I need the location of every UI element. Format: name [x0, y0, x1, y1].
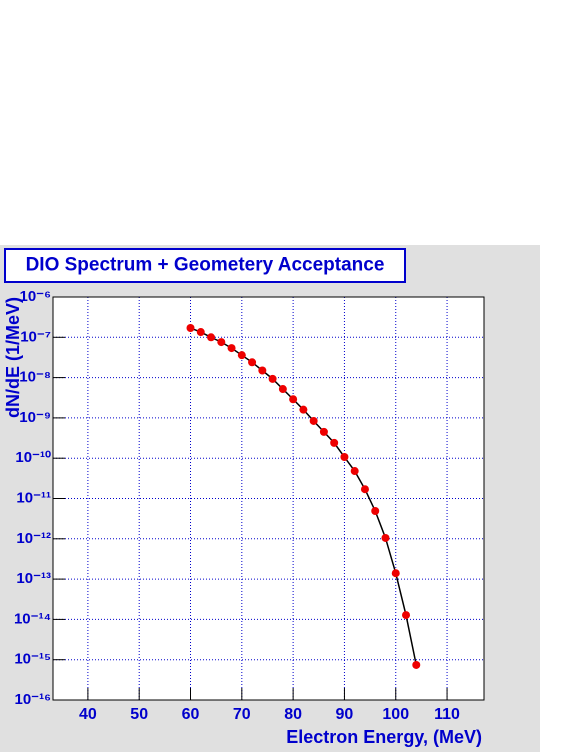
data-point	[289, 395, 298, 404]
data-point	[186, 324, 195, 333]
data-point	[268, 374, 277, 383]
title-box	[4, 248, 406, 283]
data-point	[237, 351, 246, 360]
plot-frame	[52, 296, 485, 701]
x-tick-label: 60	[182, 706, 200, 723]
y-axis-label: dN/dE (1/MeV)	[3, 297, 23, 418]
data-point	[381, 533, 390, 542]
y-tick-label: 10⁻¹²	[16, 530, 51, 547]
x-tick-label: 100	[382, 706, 409, 723]
x-tick-label: 80	[284, 706, 302, 723]
plot-area	[53, 297, 484, 700]
data-point	[350, 467, 359, 476]
data-point	[227, 344, 236, 353]
y-tick-label: 10⁻⁶	[19, 288, 51, 305]
data-point	[402, 611, 411, 620]
y-tick-label: 10⁻⁸	[19, 369, 51, 386]
data-point	[196, 328, 205, 337]
x-tick-label: 90	[336, 706, 354, 723]
data-point	[309, 416, 318, 425]
y-tick-label: 10⁻⁹	[19, 409, 51, 426]
data-point	[258, 366, 267, 375]
data-point	[299, 405, 308, 414]
y-tick-label: 10⁻¹⁰	[15, 449, 51, 466]
data-point	[278, 385, 287, 394]
x-tick-label: 70	[233, 706, 251, 723]
y-tick-label: 10⁻¹⁴	[14, 610, 51, 627]
y-tick-label: 10⁻¹¹	[16, 489, 51, 506]
y-tick-label: 10⁻¹⁶	[14, 691, 51, 708]
data-point	[391, 569, 400, 578]
data-point	[360, 485, 369, 494]
y-tick-label: 10⁻¹³	[16, 570, 51, 587]
chart-title: DIO Spectrum + Geometery Acceptance	[26, 255, 385, 276]
y-tick-label: 10⁻⁷	[20, 328, 51, 345]
data-point	[319, 427, 328, 436]
data-point	[412, 660, 421, 669]
x-tick-label: 40	[79, 706, 97, 723]
data-point	[371, 506, 380, 515]
data-point	[340, 453, 349, 462]
data-point	[330, 438, 339, 447]
data-point	[217, 338, 226, 347]
data-point	[207, 333, 216, 342]
x-axis-label: Electron Energy, (MeV)	[286, 727, 482, 747]
data-point	[248, 358, 257, 367]
x-tick-label: 50	[130, 706, 148, 723]
x-tick-label: 110	[434, 706, 460, 723]
y-tick-label: 10⁻¹⁵	[14, 651, 51, 668]
